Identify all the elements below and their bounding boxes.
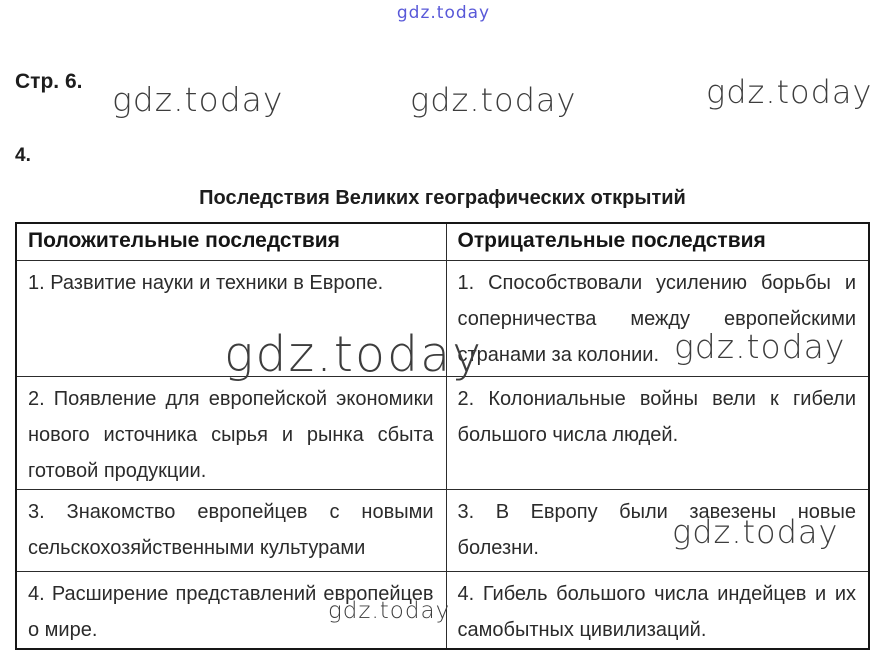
watermark-gray-2: gdz.today <box>410 81 577 119</box>
cell-r1-negative: 1. Способствовали усилению борьбы и сопе… <box>445 260 870 377</box>
table-title: Последствия Великих географических откры… <box>199 187 686 209</box>
table-row: 2. Появление для европейской экономики н… <box>15 376 870 490</box>
cell-r2-positive: 2. Появление для европейской экономики н… <box>15 376 447 490</box>
cell-r4-negative: 4. Гибель большого числа индейцев и их с… <box>445 571 870 650</box>
table-row: 3. Знакомство европейцев с новыми сельск… <box>15 489 870 572</box>
table-header-row: Положительные последствия Отрицательные … <box>15 222 870 261</box>
table-row: 4. Расширение представлений европейцев о… <box>15 571 870 650</box>
page-number-label: Стр. 6. <box>15 70 83 93</box>
cell-r2-negative: 2. Колониальные войны вели к гибели боль… <box>445 376 870 490</box>
question-number: 4. <box>15 145 31 166</box>
header-positive: Положительные последствия <box>15 222 447 261</box>
cell-r3-positive: 3. Знакомство европейцев с новыми сельск… <box>15 489 447 572</box>
watermark-gray-1: gdz.today <box>112 80 284 119</box>
cell-r3-negative: 3. В Европу были завезены новые болезни. <box>445 489 870 572</box>
cell-r1-positive: 1. Развитие науки и техники в Европе. <box>15 260 447 377</box>
watermark-gray-3: gdz.today <box>706 73 873 111</box>
header-negative: Отрицательные последствия <box>445 222 870 261</box>
watermark-top-blue: gdz.today <box>396 3 491 23</box>
table-row: 1. Развитие науки и техники в Европе. 1.… <box>15 260 870 377</box>
cell-r4-positive: 4. Расширение представлений европейцев о… <box>15 571 447 650</box>
consequences-table: Положительные последствия Отрицательные … <box>15 222 870 650</box>
